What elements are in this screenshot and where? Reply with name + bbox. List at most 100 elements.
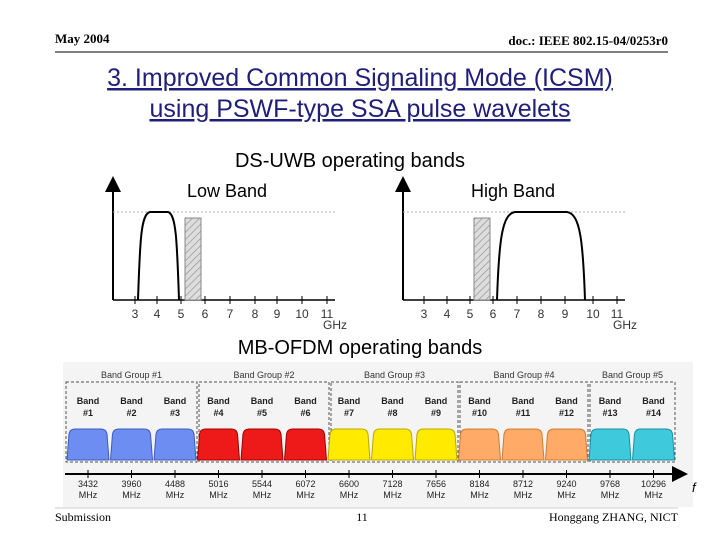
band-shape bbox=[588, 428, 632, 461]
unit-label: GHz bbox=[613, 318, 637, 332]
band-freq: 3960 bbox=[121, 479, 141, 489]
band-number: #7 bbox=[344, 408, 354, 418]
band-freq: 4488 bbox=[165, 479, 185, 489]
band-freq: 5016 bbox=[208, 479, 228, 489]
band-freq: 7128 bbox=[382, 479, 402, 489]
tick-label: 7 bbox=[227, 307, 234, 321]
band-freq: 9240 bbox=[556, 479, 576, 489]
band-number: #14 bbox=[646, 408, 661, 418]
band-name: Band bbox=[468, 396, 491, 406]
f-axis-label: f bbox=[692, 480, 697, 495]
band-number: #3 bbox=[170, 408, 180, 418]
band-shape bbox=[240, 428, 284, 461]
band-number: #9 bbox=[431, 408, 441, 418]
band-unit: MHz bbox=[644, 490, 663, 500]
band-name: Band bbox=[294, 396, 317, 406]
title-line: using PSWF-type SSA pulse wavelets bbox=[149, 95, 570, 123]
band-name: Band bbox=[381, 396, 404, 406]
tick-label: 5 bbox=[178, 307, 185, 321]
title-line: 3. Improved Common Signaling Mode (ICSM) bbox=[107, 64, 613, 92]
band-number: #4 bbox=[213, 408, 223, 418]
band-group-box bbox=[589, 381, 676, 463]
band-name: Band bbox=[77, 396, 100, 406]
band-unit: MHz bbox=[122, 490, 141, 500]
tick-label: 6 bbox=[202, 307, 209, 321]
tick-label: 8 bbox=[538, 307, 545, 321]
tick-label: 5 bbox=[467, 307, 474, 321]
band-group-label: Band Group #3 bbox=[364, 370, 425, 380]
band-shape bbox=[501, 428, 545, 461]
band-freq: 10296 bbox=[641, 479, 666, 489]
band-group-label: Band Group #2 bbox=[233, 370, 294, 380]
tick-label: 4 bbox=[154, 307, 161, 321]
tick-label: 9 bbox=[562, 307, 569, 321]
low-band-label: Low Band bbox=[187, 181, 267, 201]
band-unit: MHz bbox=[209, 490, 228, 500]
band-freq: 6600 bbox=[339, 479, 359, 489]
band-name: Band bbox=[555, 396, 578, 406]
band-unit: MHz bbox=[296, 490, 315, 500]
mb-ofdm-title: MB-OFDM operating bands bbox=[238, 337, 483, 359]
band-freq: 3432 bbox=[78, 479, 98, 489]
band-group-box bbox=[65, 381, 198, 463]
excluded-band bbox=[184, 217, 202, 301]
band-plan: Band Group #1 Band Group #2 Band Group #3 B… bbox=[65, 370, 676, 500]
band-name: Band bbox=[251, 396, 274, 406]
band-name: Band bbox=[425, 396, 448, 406]
band-group-box bbox=[330, 381, 459, 463]
band-shape bbox=[370, 428, 415, 461]
band-shape bbox=[327, 428, 371, 461]
ds-uwb-title: DS-UWB operating bands bbox=[235, 150, 465, 172]
unit-label: GHz bbox=[323, 318, 347, 332]
band-unit: MHz bbox=[470, 490, 489, 500]
tick-label: 10 bbox=[586, 307, 600, 321]
tick-label: 3 bbox=[132, 307, 139, 321]
band-shape bbox=[153, 428, 197, 461]
band-freq: 9768 bbox=[600, 479, 620, 489]
band-number: #13 bbox=[602, 408, 617, 418]
tick-label: 6 bbox=[490, 307, 497, 321]
band-name: Band bbox=[642, 396, 665, 406]
band-shape bbox=[196, 428, 241, 461]
band-unit: MHz bbox=[166, 490, 185, 500]
footer-left: Submission bbox=[55, 510, 111, 524]
band-number: #10 bbox=[472, 408, 487, 418]
pulse bbox=[137, 211, 180, 301]
band-number: #8 bbox=[387, 408, 397, 418]
band-unit: MHz bbox=[340, 490, 359, 500]
band-number: #11 bbox=[516, 408, 531, 418]
band-shape bbox=[544, 428, 589, 461]
band-shape bbox=[283, 428, 328, 461]
band-unit: MHz bbox=[383, 490, 402, 500]
band-number: #12 bbox=[559, 408, 574, 418]
footer-author: Honggang ZHANG, NICT bbox=[549, 510, 679, 524]
tick-label: 3 bbox=[421, 307, 428, 321]
band-name: Band bbox=[599, 396, 622, 406]
band-name: Band bbox=[120, 396, 143, 406]
band-freq: 7656 bbox=[426, 479, 446, 489]
band-group-box bbox=[198, 381, 330, 463]
tick-label: 7 bbox=[514, 307, 521, 321]
band-shape bbox=[109, 428, 154, 461]
tick-label: 4 bbox=[444, 307, 451, 321]
header-date: May 2004 bbox=[55, 31, 110, 46]
band-group-box bbox=[459, 381, 589, 463]
footer-page: 11 bbox=[356, 510, 368, 524]
band-shape bbox=[457, 428, 502, 461]
band-group-label: Band Group #1 bbox=[101, 370, 162, 380]
tick-label: 11 bbox=[321, 307, 334, 321]
band-number: #1 bbox=[83, 408, 93, 418]
band-freq: 8184 bbox=[469, 479, 489, 489]
tick-label: 11 bbox=[611, 307, 624, 321]
band-number: #2 bbox=[126, 408, 136, 418]
tick-label: 9 bbox=[274, 307, 281, 321]
band-name: Band bbox=[338, 396, 361, 406]
band-shape bbox=[631, 428, 676, 461]
band-freq: 8712 bbox=[513, 479, 533, 489]
tick-label: 8 bbox=[252, 307, 259, 321]
band-name: Band bbox=[512, 396, 535, 406]
pulse bbox=[496, 211, 586, 301]
band-freq: 6072 bbox=[295, 479, 315, 489]
band-number: #6 bbox=[300, 408, 310, 418]
